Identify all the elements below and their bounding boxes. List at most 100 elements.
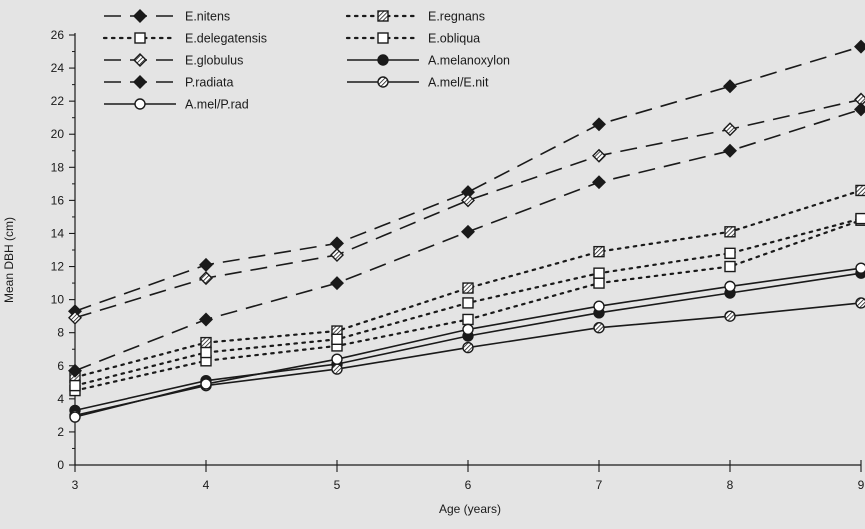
data-point-e-nitens xyxy=(330,236,344,251)
data-point-p-radiata xyxy=(854,102,865,117)
legend-marker-e-obliqua xyxy=(377,32,389,44)
data-point-e-regnans xyxy=(200,336,212,349)
data-point-e-obliqua xyxy=(724,247,736,260)
data-point-e-delegatensis xyxy=(724,260,736,273)
data-point-a-mel-p-rad xyxy=(724,280,736,293)
x-tick-label: 8 xyxy=(727,478,734,492)
legend-label-a-melanoxylon: A.melanoxylon xyxy=(428,54,510,68)
legend-label-e-delegatensis: E.delegatensis xyxy=(185,32,267,46)
legend-label-e-obliqua: E.obliqua xyxy=(428,32,480,46)
legend-label-a-mel-e-nit: A.mel/E.nit xyxy=(428,76,489,90)
y-tick-label: 14 xyxy=(51,226,65,240)
y-tick-label: 12 xyxy=(51,260,65,274)
data-point-e-globulus xyxy=(199,271,213,286)
data-point-a-mel-p-rad xyxy=(593,300,605,312)
series-layer xyxy=(68,39,865,423)
series-a-mel-p-rad xyxy=(69,262,865,423)
legend-item-p-radiata: P.radiata xyxy=(104,75,233,90)
legend: E.nitens E.delegatensis E.globulus P.radiat… xyxy=(102,9,510,112)
y-tick-label: 26 xyxy=(51,28,65,42)
legend-marker-a-mel-p-rad xyxy=(134,98,146,110)
x-tick-label: 3 xyxy=(72,478,79,492)
legend-item-a-melanoxylon: A.melanoxylon xyxy=(347,54,510,68)
data-point-e-nitens xyxy=(592,117,606,132)
y-tick-label: 8 xyxy=(57,326,64,340)
data-point-e-obliqua xyxy=(593,267,605,279)
x-tick-label: 7 xyxy=(596,478,603,492)
y-axis-title: Mean DBH (cm) xyxy=(2,217,16,303)
data-point-p-radiata xyxy=(199,312,213,327)
data-point-a-mel-e-nit xyxy=(331,363,343,375)
data-point-e-delegatensis xyxy=(462,313,474,326)
y-tick-label: 0 xyxy=(57,458,64,472)
data-point-e-regnans xyxy=(724,226,736,238)
data-point-a-mel-e-nit xyxy=(593,322,605,334)
x-tick-label: 9 xyxy=(858,478,865,492)
data-point-e-obliqua xyxy=(200,346,212,359)
legend-label-p-radiata: P.radiata xyxy=(185,76,233,90)
y-tick-label: 2 xyxy=(57,425,64,439)
data-point-p-radiata xyxy=(461,224,475,239)
legend-marker-e-delegatensis xyxy=(134,32,146,44)
series-line-a-melanoxylon xyxy=(74,272,862,412)
legend-marker-p-radiata xyxy=(133,75,147,89)
y-tick-label: 10 xyxy=(51,293,65,307)
legend-label-e-globulus: E.globulus xyxy=(185,54,243,68)
legend-item-e-nitens: E.nitens xyxy=(104,9,230,24)
data-point-e-obliqua xyxy=(855,212,865,225)
legend-item-a-mel-p-rad: A.mel/P.rad xyxy=(104,98,249,112)
legend-item-e-regnans: E.regnans xyxy=(345,10,485,24)
legend-item-e-delegatensis: E.delegatensis xyxy=(102,32,267,46)
legend-item-e-globulus: E.globulus xyxy=(104,53,243,68)
data-point-p-radiata xyxy=(592,175,606,190)
legend-label-e-regnans: E.regnans xyxy=(428,10,485,24)
data-point-e-nitens xyxy=(199,257,213,272)
legend-marker-a-melanoxylon xyxy=(377,54,389,66)
y-tick-label: 24 xyxy=(51,61,65,75)
data-point-e-globulus xyxy=(330,247,344,262)
data-point-a-mel-e-nit xyxy=(855,297,865,309)
y-tick-label: 6 xyxy=(57,359,64,373)
y-tick-label: 4 xyxy=(57,392,64,406)
y-tick-label: 22 xyxy=(51,94,65,108)
data-point-a-mel-p-rad xyxy=(331,353,343,365)
legend-item-e-obliqua: E.obliqua xyxy=(345,32,480,46)
x-axis-title: Age (years) xyxy=(439,502,501,516)
y-tick-label: 18 xyxy=(51,160,65,174)
y-tick-label: 16 xyxy=(51,193,65,207)
legend-label-e-nitens: E.nitens xyxy=(185,10,230,24)
x-tick-label: 6 xyxy=(465,478,472,492)
data-point-e-globulus xyxy=(592,148,606,163)
data-point-e-obliqua xyxy=(69,379,81,392)
data-point-e-obliqua xyxy=(331,333,343,346)
legend-marker-e-nitens xyxy=(133,9,147,23)
legend-marker-e-globulus xyxy=(133,53,147,67)
series-e-globulus xyxy=(68,92,865,325)
data-point-e-globulus xyxy=(723,122,737,137)
data-point-a-mel-e-nit xyxy=(462,341,474,354)
data-point-p-radiata xyxy=(330,276,344,291)
data-point-a-mel-p-rad xyxy=(200,378,212,390)
data-point-a-mel-e-nit xyxy=(724,310,736,322)
legend-label-a-mel-p-rad: A.mel/P.rad xyxy=(185,98,249,112)
y-tick-label: 20 xyxy=(51,127,65,141)
data-point-e-globulus xyxy=(68,310,82,325)
data-point-a-mel-p-rad xyxy=(855,262,865,274)
data-point-e-nitens xyxy=(854,39,865,54)
data-point-e-globulus xyxy=(461,193,475,208)
data-point-p-radiata xyxy=(68,363,82,378)
data-point-e-delegatensis xyxy=(593,277,605,289)
data-point-p-radiata xyxy=(723,143,737,158)
data-point-e-regnans xyxy=(462,282,474,294)
series-e-obliqua xyxy=(69,212,865,392)
series-p-radiata xyxy=(68,102,865,378)
data-point-e-regnans xyxy=(855,184,865,197)
legend-marker-a-mel-e-nit xyxy=(377,76,389,88)
legend-marker-e-regnans xyxy=(377,10,389,22)
x-tick-label: 5 xyxy=(334,478,341,492)
legend-item-a-mel-e-nit: A.mel/E.nit xyxy=(347,76,489,90)
data-point-e-regnans xyxy=(593,245,605,258)
